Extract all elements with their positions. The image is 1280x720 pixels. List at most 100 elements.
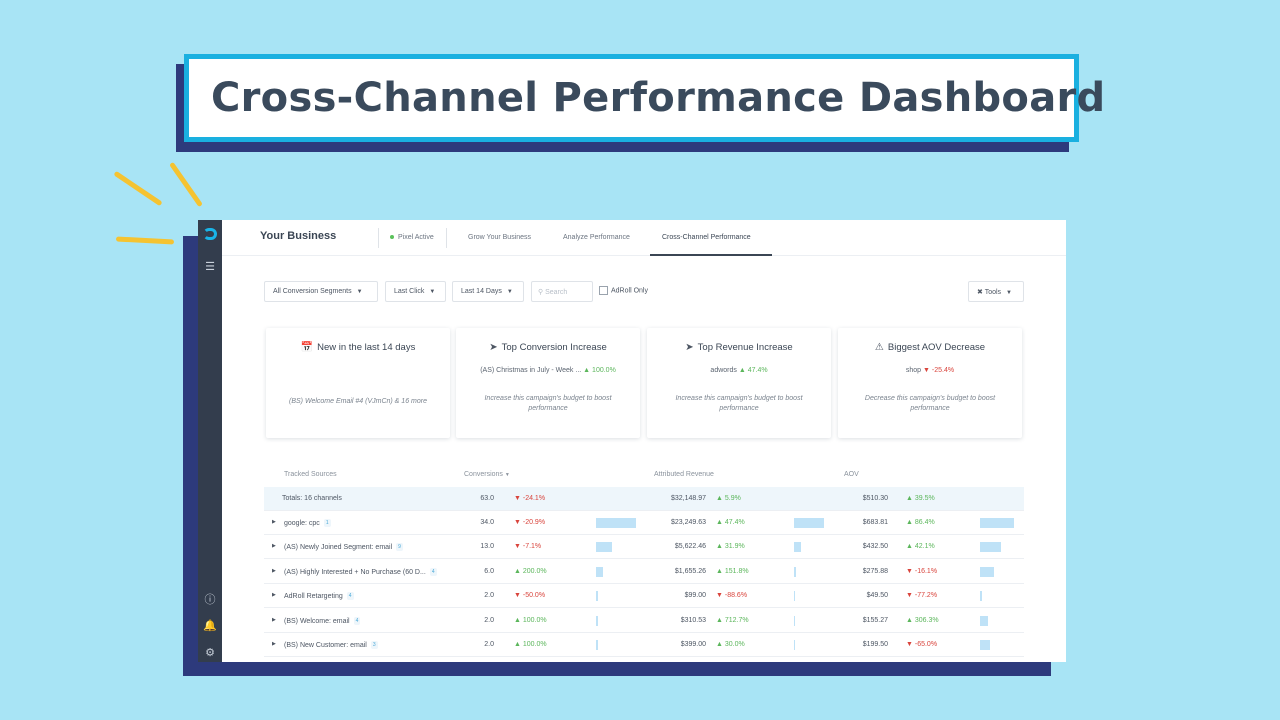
- revenue-value: $23,249.63: [670, 519, 706, 526]
- search-input[interactable]: ⚲ Search: [531, 281, 593, 302]
- totals-label: Totals: 16 channels: [282, 495, 342, 502]
- conversions-bar: [596, 566, 604, 577]
- tools-dropdown[interactable]: ✖ Tools ▼: [968, 281, 1024, 302]
- insight-card-aov-decrease[interactable]: ⚠ Biggest AOV Decrease shop ▼ -25.4% Decr…: [838, 328, 1022, 438]
- help-icon[interactable]: ⓘ: [204, 594, 216, 606]
- conversions-value: 2.0: [484, 641, 494, 648]
- change-value: ▼ -88.6%: [716, 592, 748, 600]
- card-metric-change: ▲ 100.0%: [583, 367, 616, 374]
- card-metric-name: (AS) Christmas in July - Week ...: [480, 367, 582, 374]
- caret-down-icon: ▼: [429, 289, 436, 295]
- insight-card-new[interactable]: 📅 New in the last 14 days (BS) Welcome Em…: [266, 328, 450, 438]
- change-value: ▲ 42.1%: [906, 543, 935, 551]
- change-value: ▲ 100.0%: [514, 641, 547, 648]
- aov-bar: [980, 640, 990, 650]
- date-range-dropdown[interactable]: Last 14 Days ▼: [452, 281, 524, 302]
- totals-row: Totals: 16 channels 63.0 ▼ -24.1% $32,14…: [264, 487, 1024, 511]
- header-tracked-sources[interactable]: Tracked Sources: [284, 471, 337, 478]
- source-name: (BS) New Customer: email 3: [284, 641, 378, 649]
- source-name: AdRoll Retargeting 4: [284, 592, 354, 601]
- aov-bar: [980, 591, 983, 602]
- change-value: ▲ 30.0%: [716, 641, 745, 648]
- aov-bar: [980, 518, 1014, 528]
- table-row[interactable]: ▶ AdRoll Retargeting 4 2.0 ▼ -50.0% $99.00 ▼ -…: [264, 584, 1024, 609]
- expand-row-icon[interactable]: ▶: [272, 567, 276, 574]
- conversions-bar: [596, 542, 612, 553]
- tab-analyze-performance[interactable]: Analyze Performance: [563, 234, 630, 241]
- adroll-only-label: AdRoll Only: [611, 287, 648, 295]
- card-metric-change: ▲ 47.4%: [738, 367, 768, 374]
- expand-row-icon[interactable]: ▶: [272, 592, 276, 599]
- change-value: ▲ 47.4%: [716, 519, 745, 526]
- checkbox-box[interactable]: [599, 286, 608, 295]
- main-content: Your Business Pixel Active Grow Your Bus…: [222, 220, 1066, 662]
- business-name[interactable]: Your Business: [260, 230, 337, 242]
- header-conversions[interactable]: Conversions ▼: [464, 471, 510, 478]
- menu-icon[interactable]: ☰: [205, 261, 215, 273]
- expand-row-icon[interactable]: ▶: [272, 641, 276, 647]
- notification-bell-icon[interactable]: 🔔: [203, 620, 217, 632]
- adroll-logo-icon[interactable]: [203, 228, 217, 240]
- table-row[interactable]: ▶ (AS) Newly Joined Segment: email 9 13.0 ▼ …: [264, 535, 1024, 560]
- header-conversions-label: Conversions: [464, 471, 503, 478]
- expand-row-icon[interactable]: ▶: [272, 543, 276, 550]
- source-count-badge: 4: [353, 616, 361, 625]
- top-navigation: Your Business Pixel Active Grow Your Bus…: [222, 220, 1066, 256]
- totals-aov: $510.30: [862, 495, 888, 502]
- caret-down-icon: ▼: [506, 289, 513, 295]
- source-count-badge: 3: [370, 641, 378, 649]
- card-title: New in the last 14 days: [317, 342, 416, 353]
- tab-grow-your-business[interactable]: Grow Your Business: [468, 234, 532, 241]
- expand-row-icon[interactable]: ▶: [272, 519, 276, 525]
- source-name: (BS) Welcome: email 4: [284, 616, 361, 625]
- source-count-badge: 4: [429, 567, 437, 576]
- revenue-bar: [794, 542, 802, 553]
- sort-down-icon: ▼: [504, 472, 510, 478]
- insight-card-top-revenue[interactable]: ➤ Top Revenue Increase adwords ▲ 47.4% In…: [647, 328, 831, 438]
- source-count-badge: 4: [346, 592, 354, 601]
- change-value: ▲ 151.8%: [716, 567, 749, 575]
- card-metric-name: adwords: [710, 367, 737, 374]
- expand-row-icon[interactable]: ▶: [272, 616, 276, 623]
- source-name: (AS) Newly Joined Segment: email 9: [284, 543, 403, 552]
- aov-value: $155.27: [862, 616, 888, 624]
- card-metric-name: shop: [905, 367, 922, 374]
- active-tab-indicator: [650, 254, 772, 256]
- revenue-value: $310.53: [680, 616, 706, 624]
- segments-dropdown[interactable]: All Conversion Segments ▼: [264, 281, 378, 302]
- adroll-only-checkbox[interactable]: AdRoll Only: [599, 286, 648, 295]
- aov-bar: [980, 542, 1002, 553]
- tools-icon: ✖: [977, 289, 983, 296]
- change-value: ▼ -50.0%: [514, 592, 546, 600]
- warning-icon: ⚠: [874, 342, 884, 353]
- conversions-value: 6.0: [484, 567, 494, 575]
- revenue-value: $1,655.26: [674, 567, 706, 575]
- search-icon: ⚲: [538, 289, 544, 296]
- header-aov[interactable]: AOV: [844, 471, 859, 478]
- source-count-badge: 1: [323, 519, 331, 527]
- settings-gear-icon[interactable]: ⚙: [205, 647, 215, 659]
- attribution-label: Last Click: [394, 288, 425, 295]
- tab-cross-channel-performance[interactable]: Cross-Channel Performance: [662, 234, 751, 241]
- insight-card-top-conversion[interactable]: ➤ Top Conversion Increase (AS) Christmas …: [456, 328, 640, 438]
- change-value: ▼ -7.1%: [514, 543, 542, 551]
- conversions-bar: [596, 615, 599, 626]
- calendar-icon: 📅: [300, 342, 314, 353]
- revenue-bar: [794, 640, 795, 650]
- revenue-bar: [794, 615, 795, 626]
- table-row[interactable]: ▶ (BS) Welcome: email 4 2.0 ▲ 100.0% $310.53 ▲…: [264, 609, 1024, 633]
- banner-title: Cross-Channel Performance Dashboard: [211, 75, 1106, 121]
- card-title: Biggest AOV Decrease: [887, 342, 986, 353]
- date-range-label: Last 14 Days: [461, 288, 502, 295]
- table-row[interactable]: ▶ (BS) New Customer: email 3 2.0 ▲ 100.0% $39…: [264, 633, 1024, 657]
- attribution-dropdown[interactable]: Last Click ▼: [385, 281, 446, 302]
- table-row[interactable]: ▶ google: cpc 1 34.0 ▼ -20.9% $23,249.63 ▲ 47.…: [264, 511, 1024, 535]
- app-window: ☰ ⓘ 🔔 ⚙ Your Business Pixel Active Grow …: [198, 220, 1066, 662]
- header-attributed-revenue[interactable]: Attributed Revenue: [654, 471, 714, 478]
- conversions-bar: [596, 518, 636, 528]
- card-metric: [266, 367, 450, 377]
- caret-down-icon: ▼: [1006, 290, 1012, 296]
- table-row[interactable]: ▶ (AS) Highly Interested + No Purchase (6…: [264, 560, 1024, 584]
- change-value: ▼ -65.0%: [906, 641, 938, 648]
- aov-value: $199.50: [862, 641, 888, 648]
